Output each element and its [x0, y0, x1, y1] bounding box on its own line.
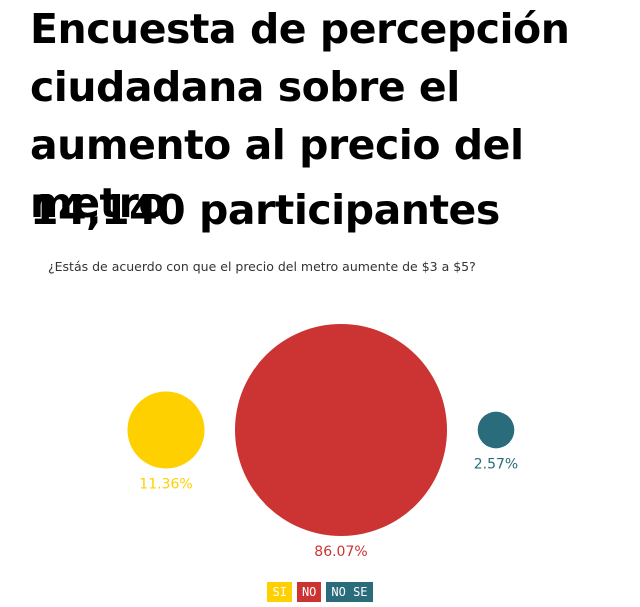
legend-item-si[interactable]: SI: [267, 582, 292, 602]
data-label-si: 11.36%: [139, 477, 192, 493]
bubble-no[interactable]: [235, 324, 447, 536]
survey-question: ¿Estás de acuerdo con que el precio del …: [48, 259, 476, 274]
data-label-no: 86.07%: [314, 544, 367, 560]
legend-item-no[interactable]: NO: [296, 582, 322, 602]
legend-item-no-se[interactable]: NO SE: [326, 582, 373, 602]
data-label-no-se: 2.57%: [474, 456, 518, 472]
chart-legend: SI NO NO SE: [0, 582, 640, 602]
bubble-si[interactable]: [127, 391, 205, 469]
bubble-no-se[interactable]: [477, 411, 515, 449]
page-title: Encuesta de percepción ciudadana sobre e…: [30, 5, 570, 227]
participants-count: 14,140 participantes: [30, 186, 500, 234]
